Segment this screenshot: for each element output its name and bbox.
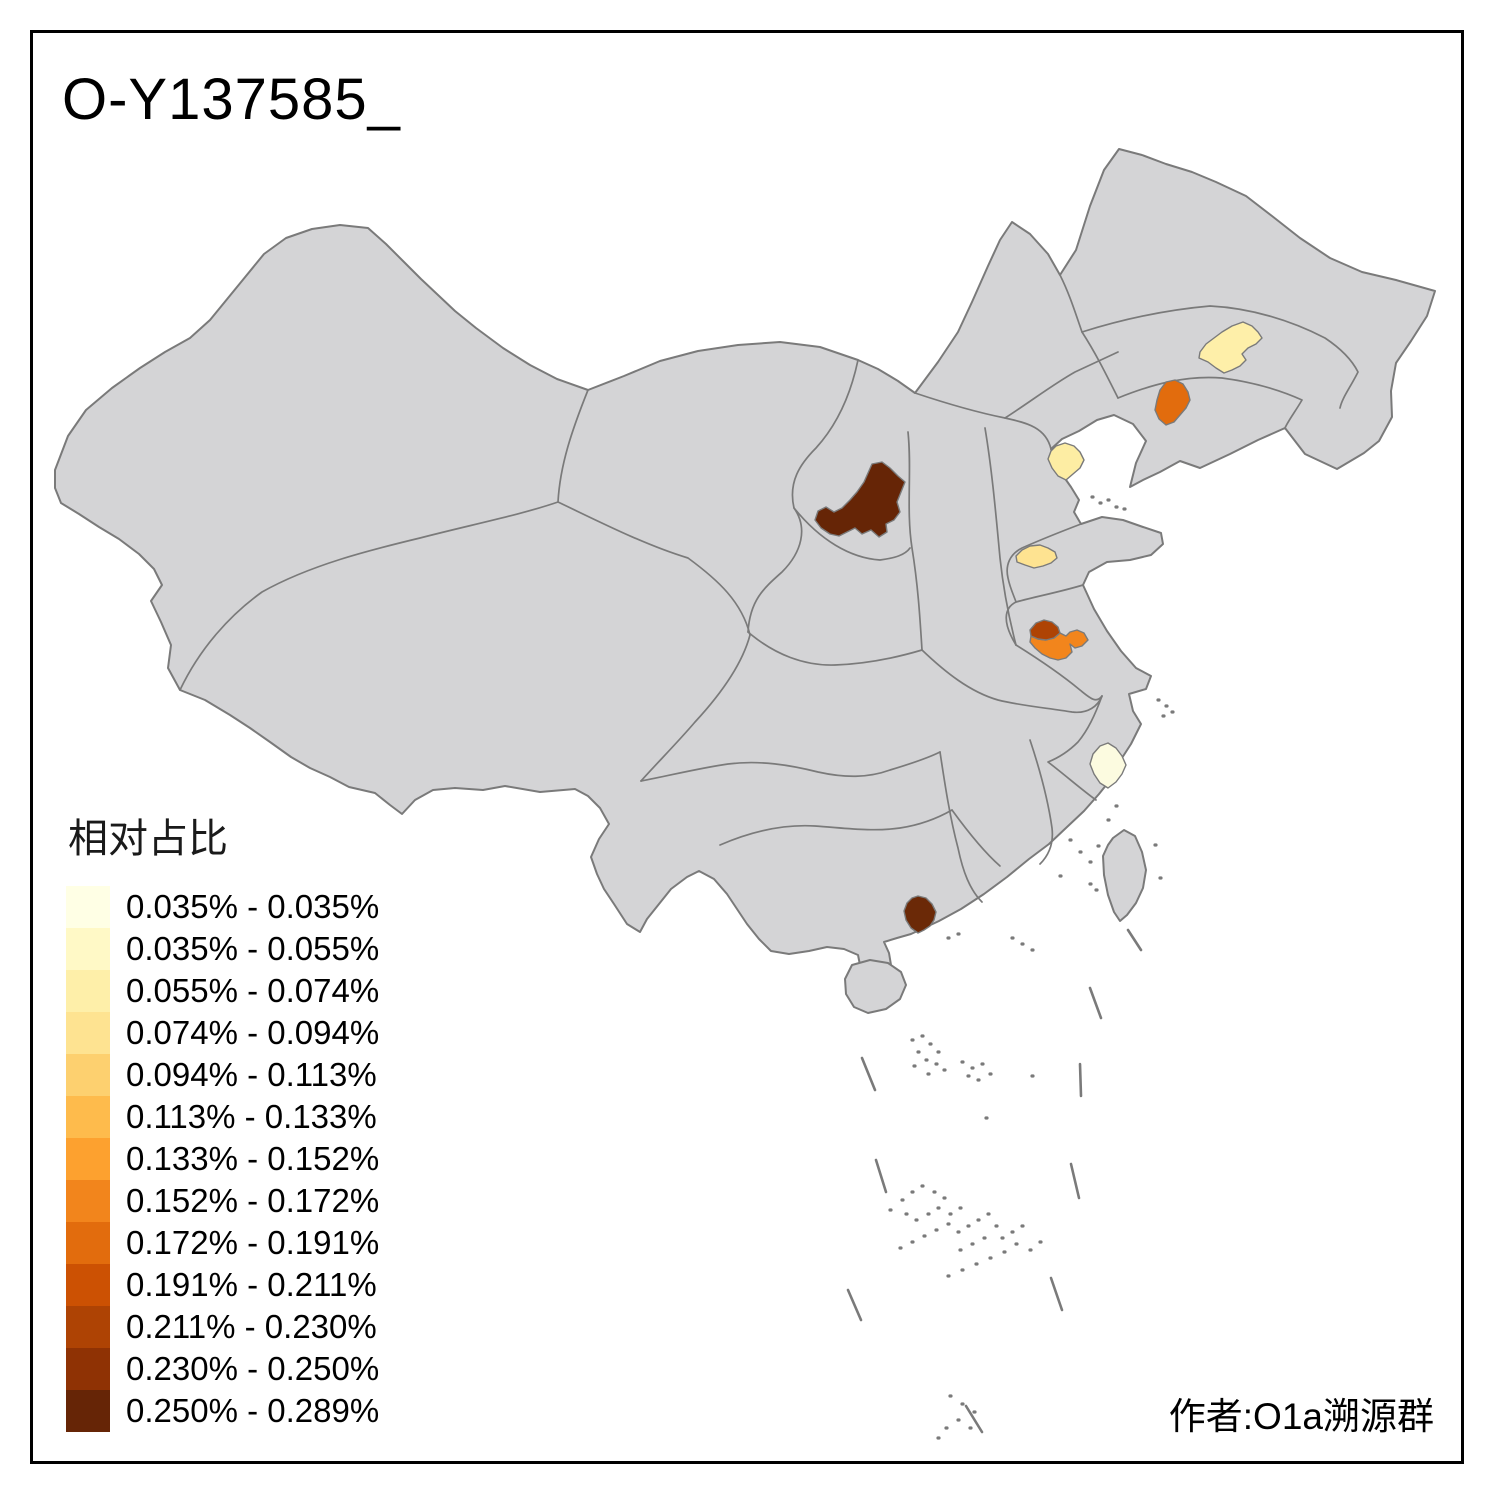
- mainland-shape: [54, 148, 1436, 1001]
- hainan-island: [844, 959, 907, 1014]
- legend-label: 0.172% - 0.191%: [126, 1224, 380, 1261]
- region-jilin: [1198, 321, 1263, 374]
- legend-label: 0.035% - 0.055%: [126, 930, 380, 967]
- region-guangdong-jiangmen: [903, 895, 937, 934]
- legend-label: 0.035% - 0.035%: [126, 888, 380, 925]
- legend-label: 0.133% - 0.152%: [126, 1140, 380, 1177]
- legend-swatch: [66, 1348, 110, 1390]
- region-ordos: [814, 461, 906, 538]
- legend-swatch: [66, 1264, 110, 1306]
- legend-swatch: [66, 1096, 110, 1138]
- legend-swatch: [66, 1180, 110, 1222]
- page-title: O-Y137585_: [62, 67, 401, 132]
- legend: 相对占比 0.035% - 0.035% 0.035% - 0.055% 0.055…: [66, 806, 379, 1432]
- island-dots: [888, 495, 1175, 1440]
- legend-item: 0.055% - 0.074%: [66, 970, 379, 1012]
- legend-item: 0.035% - 0.055%: [66, 928, 379, 970]
- legend-swatch: [66, 1390, 110, 1432]
- legend-item: 0.035% - 0.035%: [66, 886, 379, 928]
- province-borders: [179, 274, 1359, 903]
- legend-item: 0.211% - 0.230%: [66, 1306, 379, 1348]
- legend-items: 0.035% - 0.035% 0.035% - 0.055% 0.055% - 0…: [66, 886, 379, 1432]
- nine-dash-line: [846, 928, 1143, 1434]
- region-tianjin: [1047, 442, 1085, 481]
- legend-item: 0.152% - 0.172%: [66, 1180, 379, 1222]
- legend-item: 0.113% - 0.133%: [66, 1096, 379, 1138]
- legend-label: 0.230% - 0.250%: [126, 1350, 380, 1387]
- legend-label: 0.074% - 0.094%: [126, 1014, 380, 1051]
- legend-swatch: [66, 886, 110, 928]
- legend-label: 0.152% - 0.172%: [126, 1182, 380, 1219]
- legend-item: 0.133% - 0.152%: [66, 1138, 379, 1180]
- legend-swatch: [66, 928, 110, 970]
- attribution-text: 作者:O1a溯源群: [1168, 1396, 1434, 1437]
- legend-item: 0.074% - 0.094%: [66, 1012, 379, 1054]
- legend-item: 0.250% - 0.289%: [66, 1390, 379, 1432]
- legend-label: 0.055% - 0.074%: [126, 972, 380, 1009]
- legend-item: 0.230% - 0.250%: [66, 1348, 379, 1390]
- legend-swatch: [66, 1138, 110, 1180]
- legend-label: 0.250% - 0.289%: [126, 1392, 380, 1429]
- region-liaoning: [1154, 379, 1191, 426]
- legend-label: 0.211% - 0.230%: [126, 1308, 377, 1345]
- legend-item: 0.191% - 0.211%: [66, 1264, 379, 1306]
- region-zhejiang: [1089, 742, 1127, 789]
- highlighted-regions: [814, 321, 1263, 934]
- legend-swatch: [66, 1306, 110, 1348]
- legend-item: 0.172% - 0.191%: [66, 1222, 379, 1264]
- region-shandong: [1015, 544, 1058, 569]
- legend-label: 0.113% - 0.133%: [126, 1098, 377, 1135]
- legend-swatch: [66, 1222, 110, 1264]
- legend-swatch: [66, 1054, 110, 1096]
- legend-item: 0.094% - 0.113%: [66, 1054, 379, 1096]
- taiwan-island: [1102, 829, 1147, 922]
- legend-swatch: [66, 970, 110, 1012]
- legend-swatch: [66, 1012, 110, 1054]
- legend-title: 相对占比: [68, 817, 228, 861]
- region-henan-dark: [1029, 619, 1061, 641]
- legend-label: 0.094% - 0.113%: [126, 1056, 377, 1093]
- legend-label: 0.191% - 0.211%: [126, 1266, 377, 1303]
